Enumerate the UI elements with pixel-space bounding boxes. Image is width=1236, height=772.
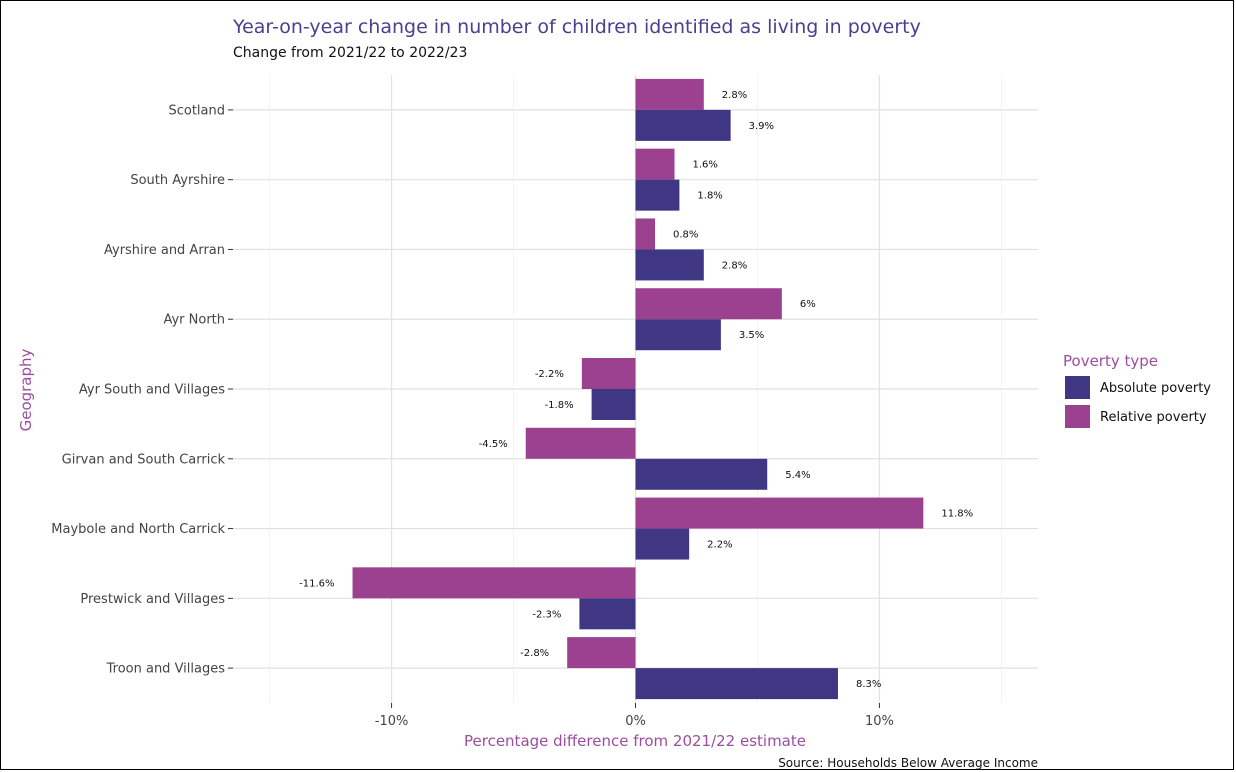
- bar-absolute: [635, 458, 768, 490]
- legend-swatch-relative: [1065, 405, 1090, 428]
- data-label: 5.4%: [785, 470, 810, 481]
- y-axis-title: Geography: [17, 348, 35, 431]
- data-label: -2.3%: [532, 609, 561, 620]
- y-tick-label: Ayrshire and Arran: [104, 243, 225, 258]
- x-tick-label: 0%: [625, 714, 646, 729]
- legend-swatch-absolute: [1065, 376, 1090, 399]
- bar-relative: [635, 497, 924, 529]
- x-axis: -10% 0% 10%: [375, 703, 894, 729]
- bar-absolute: [635, 179, 680, 211]
- data-label: 3.9%: [749, 121, 774, 132]
- bar-relative: [567, 637, 636, 669]
- y-tick-label: Troon and Villages: [106, 662, 226, 677]
- data-label: 8.3%: [856, 679, 881, 690]
- legend-label: Relative poverty: [1100, 410, 1207, 425]
- chart-title: Year-on-year change in number of childre…: [232, 16, 921, 38]
- data-label: 1.8%: [697, 191, 722, 202]
- y-tick-label: South Ayrshire: [130, 173, 225, 188]
- y-tick-label: Prestwick and Villages: [80, 592, 225, 607]
- bar-relative: [635, 148, 675, 180]
- bar-absolute: [635, 528, 690, 560]
- chart-caption: Source: Households Below Average Income: [778, 756, 1038, 770]
- y-axis: Scotland South Ayrshire Ayrshire and Arran…: [51, 103, 233, 677]
- legend-label: Absolute poverty: [1100, 381, 1211, 396]
- data-label: -2.2%: [535, 369, 564, 380]
- data-label: -1.8%: [545, 400, 574, 411]
- data-label: 11.8%: [941, 509, 973, 520]
- bar-absolute: [635, 109, 731, 141]
- data-label: 2.8%: [722, 90, 747, 101]
- data-label: -11.6%: [299, 578, 334, 589]
- y-tick-label: Scotland: [168, 103, 225, 118]
- bar-absolute: [635, 668, 838, 700]
- bar-absolute: [635, 319, 721, 351]
- data-label: 1.6%: [693, 160, 718, 171]
- data-labels: 2.8% 3.9% 1.6% 1.8% 0.8% 2.8% 6% 3.5% -2.2% -1.8%…: [299, 90, 973, 690]
- data-label: 2.8%: [722, 260, 747, 271]
- data-label: 6%: [800, 299, 816, 310]
- data-label: 3.5%: [739, 330, 764, 341]
- x-tick-label: 10%: [865, 714, 894, 729]
- bar-relative: [525, 427, 636, 459]
- bar-relative: [635, 78, 704, 110]
- y-tick-label: Ayr South and Villages: [79, 383, 225, 398]
- legend-title: Poverty type: [1063, 352, 1158, 370]
- bar-absolute: [579, 598, 636, 630]
- bar-absolute: [635, 249, 704, 281]
- bar-relative: [352, 567, 636, 599]
- legend: Poverty type Absolute poverty Relative po…: [1063, 352, 1211, 428]
- y-tick-label: Maybole and North Carrick: [51, 522, 225, 537]
- bars: [352, 78, 924, 700]
- data-label: -4.5%: [479, 439, 508, 450]
- bar-relative: [635, 288, 782, 320]
- chart-subtitle: Change from 2021/22 to 2022/23: [233, 45, 467, 61]
- bar-relative: [581, 358, 636, 389]
- x-axis-title: Percentage difference from 2021/22 estim…: [464, 732, 806, 750]
- data-label: -2.8%: [520, 648, 549, 659]
- x-tick-label: -10%: [375, 714, 409, 729]
- bar-absolute: [591, 389, 636, 420]
- bar-relative: [635, 218, 656, 250]
- y-tick-label: Ayr North: [163, 313, 225, 328]
- data-label: 2.2%: [707, 540, 732, 551]
- data-label: 0.8%: [673, 229, 698, 240]
- y-tick-label: Girvan and South Carrick: [62, 452, 226, 467]
